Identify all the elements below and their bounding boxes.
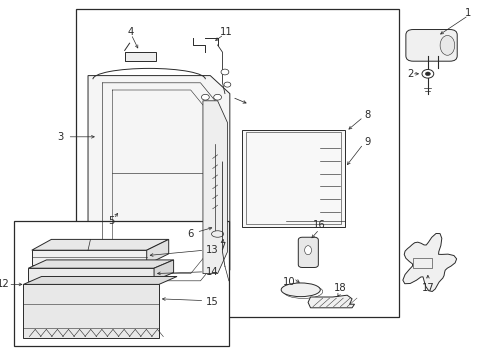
Ellipse shape — [211, 231, 224, 237]
Text: 15: 15 — [205, 297, 218, 307]
Polygon shape — [28, 268, 154, 281]
Circle shape — [201, 94, 209, 100]
Bar — [242, 130, 344, 227]
Polygon shape — [402, 234, 456, 292]
Text: 4: 4 — [128, 27, 134, 37]
Polygon shape — [23, 284, 159, 338]
Polygon shape — [32, 239, 168, 250]
FancyBboxPatch shape — [405, 30, 456, 61]
Text: 9: 9 — [364, 137, 370, 147]
Text: 17: 17 — [421, 283, 433, 293]
Circle shape — [421, 69, 433, 78]
Circle shape — [213, 94, 221, 100]
Bar — [14, 221, 228, 346]
Text: 3: 3 — [57, 132, 63, 142]
Bar — [124, 52, 156, 61]
Text: 10: 10 — [283, 277, 295, 287]
Circle shape — [425, 72, 429, 76]
Bar — [245, 132, 340, 224]
Polygon shape — [88, 76, 229, 288]
Text: 13: 13 — [205, 245, 218, 255]
Polygon shape — [203, 101, 227, 274]
Ellipse shape — [304, 246, 311, 255]
Polygon shape — [154, 260, 173, 281]
Text: 11: 11 — [219, 27, 232, 37]
Polygon shape — [23, 276, 177, 284]
Text: 5: 5 — [108, 216, 115, 226]
Text: 2: 2 — [406, 69, 412, 79]
Text: 6: 6 — [187, 229, 194, 239]
Text: 8: 8 — [364, 110, 370, 120]
FancyBboxPatch shape — [298, 237, 318, 267]
Text: 12: 12 — [0, 279, 10, 289]
Polygon shape — [32, 250, 146, 265]
Text: 14: 14 — [205, 267, 218, 277]
Ellipse shape — [439, 36, 454, 55]
Text: 18: 18 — [333, 283, 346, 293]
Circle shape — [224, 82, 230, 87]
Polygon shape — [146, 239, 168, 265]
Text: 1: 1 — [464, 8, 471, 18]
Polygon shape — [307, 295, 354, 308]
Bar — [76, 9, 398, 317]
Ellipse shape — [281, 283, 320, 297]
Polygon shape — [28, 260, 173, 268]
Bar — [412, 258, 431, 268]
Circle shape — [221, 69, 228, 75]
Text: 7: 7 — [219, 242, 225, 252]
Text: 16: 16 — [312, 220, 325, 230]
